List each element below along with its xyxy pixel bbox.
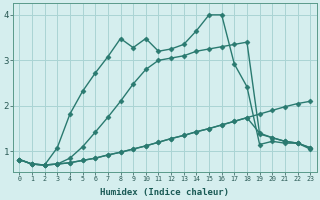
X-axis label: Humidex (Indice chaleur): Humidex (Indice chaleur): [100, 188, 229, 197]
